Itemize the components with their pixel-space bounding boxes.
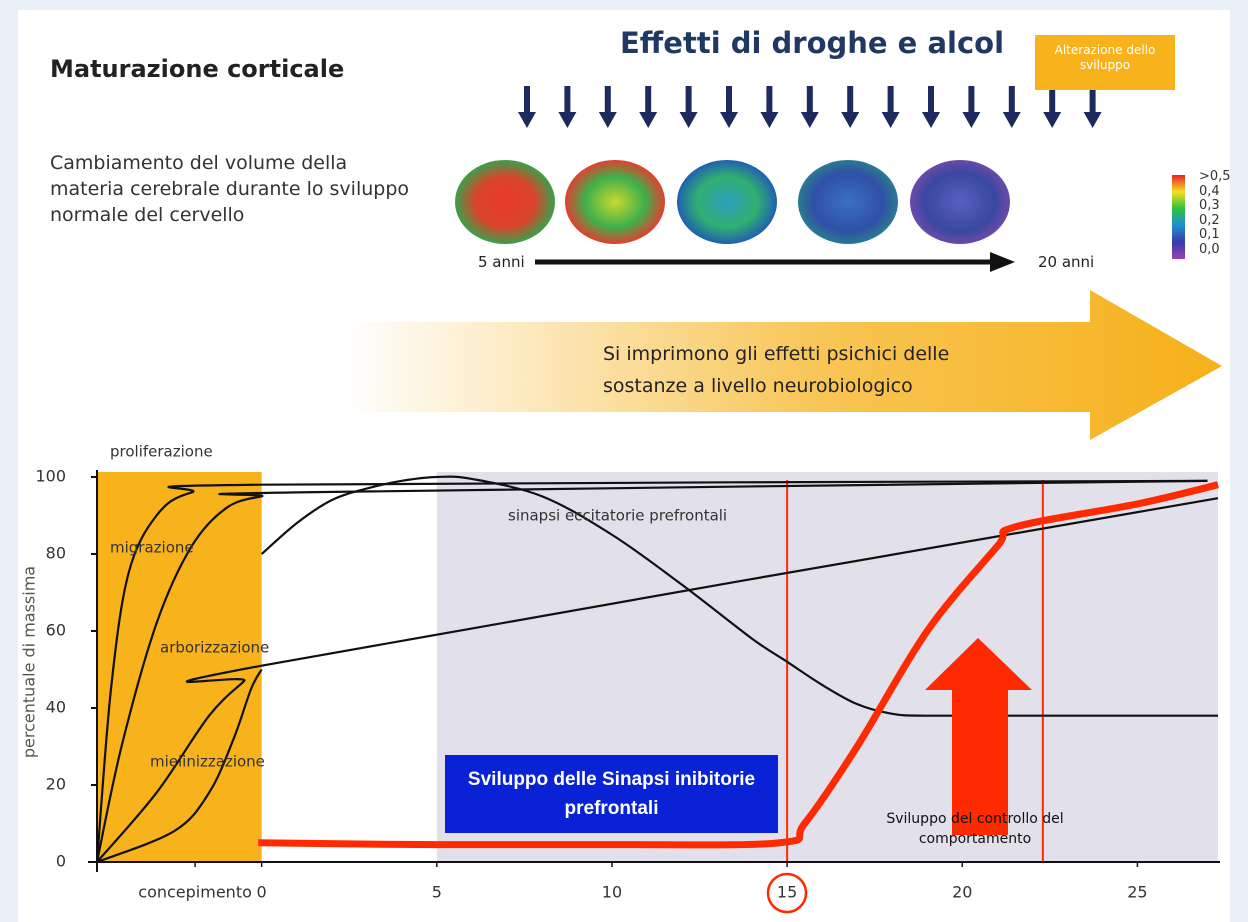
drug-arrow — [1083, 86, 1102, 128]
time-arrow-head — [990, 252, 1015, 272]
drug-arrow — [558, 86, 577, 128]
x-tick-label: 0 — [257, 883, 267, 902]
drug-arrow — [922, 86, 940, 128]
band — [97, 472, 262, 862]
drugs-title: Effetti di droghe e alcol — [620, 26, 1005, 60]
series-line — [95, 479, 1208, 863]
series-line — [96, 668, 263, 864]
color-bar-label: 0,1 — [1199, 227, 1220, 242]
drug-arrow — [518, 86, 536, 128]
x-tick-label: 25 — [1127, 883, 1147, 902]
up-arrow — [925, 638, 1032, 835]
drug-arrow — [598, 86, 617, 128]
y-tick-label: 80 — [46, 544, 66, 563]
series-line — [95, 479, 1208, 863]
brain — [455, 160, 555, 244]
y-axis-label: percentuale di massima — [20, 566, 39, 758]
banner-arrow — [345, 290, 1222, 440]
scale-end: 20 anni — [1038, 253, 1095, 271]
y-tick-label: 40 — [46, 698, 66, 717]
y-tick-label: 0 — [56, 852, 66, 871]
x-tick-label: 5 — [432, 883, 442, 902]
drug-arrows — [518, 86, 1102, 128]
label-box — [445, 755, 778, 833]
drug-arrow — [841, 86, 860, 128]
series-label: arborizzazione — [160, 639, 269, 657]
series-label: sinapsi eccitatorie prefrontali — [508, 507, 727, 525]
x-tick-label: concepimento — [138, 883, 252, 902]
series-line — [258, 481, 1219, 849]
series-label: Sviluppo delle Sinapsi inibitorie prefro… — [467, 769, 756, 819]
scale-start: 5 anni — [478, 253, 525, 271]
title: Maturazione corticale — [50, 55, 345, 83]
drug-arrow — [1002, 86, 1021, 128]
x-tick-label: 20 — [952, 883, 972, 902]
drug-arrow — [639, 86, 658, 128]
brain — [565, 160, 665, 244]
brain — [677, 160, 777, 244]
y-tick-label: 100 — [35, 467, 66, 486]
color-bar-label: 0,4 — [1199, 183, 1220, 199]
drug-arrow — [1043, 86, 1062, 128]
color-bar-label: >0,5 — [1199, 169, 1231, 184]
series-label: proliferazione — [110, 443, 213, 461]
color-bar-label: 0,2 — [1199, 212, 1220, 228]
y-tick-label: 20 — [46, 775, 66, 794]
drug-arrow — [720, 86, 738, 128]
x-tick-label: 10 — [602, 883, 622, 902]
series-line — [96, 497, 1219, 863]
brain — [910, 160, 1010, 244]
series-line — [260, 475, 1218, 717]
banner-text: Si imprimono gli effetti psichici delle … — [603, 343, 950, 397]
description: Cambiamento del volume della materia cer… — [50, 152, 410, 226]
y-tick-label: 60 — [46, 621, 66, 640]
badge — [1035, 35, 1175, 90]
color-bar-label: 0,0 — [1199, 241, 1220, 257]
color-bar-label: 0,3 — [1199, 198, 1220, 213]
brains — [455, 160, 1010, 244]
brain — [798, 160, 898, 244]
drug-arrow — [962, 86, 981, 128]
drug-arrow — [760, 86, 779, 128]
drug-arrow — [881, 86, 900, 128]
highlight-circle — [766, 872, 808, 914]
series-label: mielinizzazione — [150, 753, 265, 771]
annotation: Sviluppo del controllo del comportamento — [886, 811, 1064, 847]
drug-arrow — [800, 86, 819, 128]
color-bar-labels: >0,5 0,4 0,3 0,2 0,1 0,0 — [1199, 169, 1231, 257]
drug-arrow — [679, 86, 698, 128]
series-label: migrazione — [110, 539, 194, 557]
x-tick-label: 15 — [777, 883, 797, 902]
badge-text: Alterazione dello sviluppo — [1054, 43, 1156, 72]
color-bar — [1172, 175, 1185, 259]
